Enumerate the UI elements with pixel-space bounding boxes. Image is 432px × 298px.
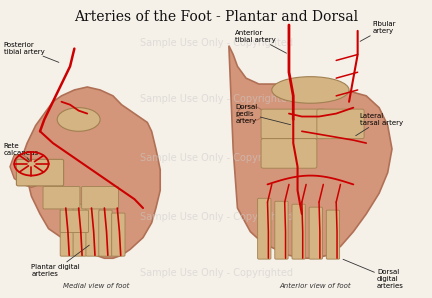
Text: Fibular
artery: Fibular artery [360, 21, 396, 41]
Text: Posterior
tibial artery: Posterior tibial artery [3, 42, 59, 62]
FancyBboxPatch shape [43, 187, 80, 209]
Text: Sample Use Only - Copyrighted: Sample Use Only - Copyrighted [140, 268, 292, 278]
Text: Dorsal
pedis
artery: Dorsal pedis artery [235, 104, 291, 125]
Text: Plantar digital
arteries: Plantar digital arteries [32, 245, 89, 277]
Polygon shape [229, 46, 392, 258]
FancyBboxPatch shape [275, 201, 288, 259]
FancyBboxPatch shape [261, 139, 317, 168]
Text: Lateral
tarsal artery: Lateral tarsal artery [356, 113, 403, 136]
Text: Rete
calcaneus: Rete calcaneus [3, 142, 38, 162]
Text: Sample Use Only - Copyrighted: Sample Use Only - Copyrighted [140, 38, 292, 48]
FancyBboxPatch shape [73, 204, 86, 256]
FancyBboxPatch shape [16, 159, 64, 186]
FancyBboxPatch shape [60, 210, 89, 232]
FancyBboxPatch shape [99, 210, 112, 256]
Text: Anterior view of foot: Anterior view of foot [279, 283, 350, 289]
Text: Arteries of the Foot - Plantar and Dorsal: Arteries of the Foot - Plantar and Dorsa… [74, 10, 358, 24]
FancyBboxPatch shape [60, 201, 73, 256]
Text: Sample Use Only - Copyrighted: Sample Use Only - Copyrighted [140, 212, 292, 222]
FancyBboxPatch shape [292, 204, 305, 259]
Text: Dorsal
digital
arteries: Dorsal digital arteries [343, 259, 404, 289]
Text: Medial view of foot: Medial view of foot [63, 283, 129, 289]
FancyBboxPatch shape [261, 109, 325, 139]
FancyBboxPatch shape [317, 109, 364, 139]
Polygon shape [23, 87, 160, 258]
Text: Sample Use Only - Copyrighted: Sample Use Only - Copyrighted [140, 153, 292, 163]
FancyBboxPatch shape [86, 207, 99, 256]
FancyBboxPatch shape [82, 187, 118, 209]
Ellipse shape [238, 106, 263, 121]
FancyBboxPatch shape [257, 198, 271, 259]
Ellipse shape [57, 108, 100, 131]
Text: Sample Use Only - Copyrighted: Sample Use Only - Copyrighted [140, 94, 292, 104]
FancyBboxPatch shape [326, 210, 340, 259]
Ellipse shape [272, 77, 349, 103]
Polygon shape [10, 155, 44, 187]
FancyBboxPatch shape [309, 207, 322, 259]
FancyBboxPatch shape [112, 213, 125, 256]
Text: Anterior
tibial artery: Anterior tibial artery [235, 30, 286, 53]
